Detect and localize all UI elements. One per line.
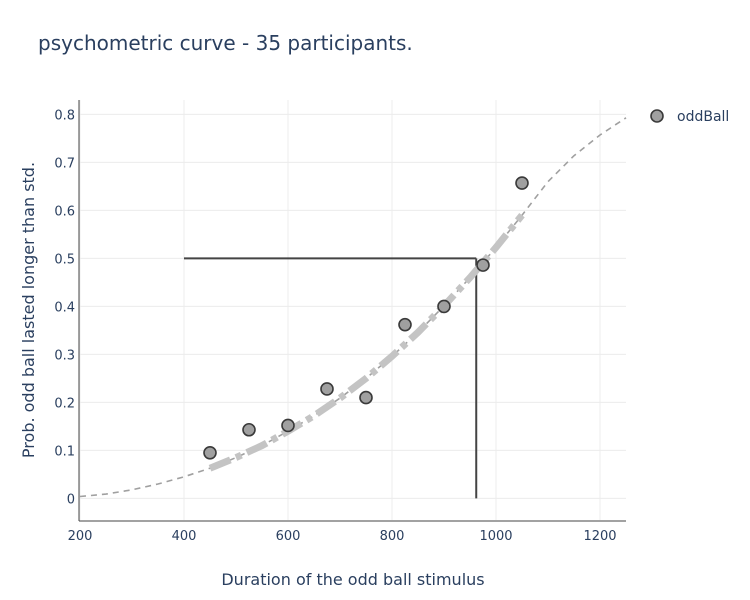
y-tick-label-2: 0.2 (54, 396, 75, 411)
x-tick-label-5: 1200 (583, 529, 616, 544)
y-tick-label-7: 0.7 (54, 156, 75, 171)
fit-curves (79, 117, 627, 498)
x-tick-label-1: 400 (172, 529, 197, 544)
y-tick-label-8: 0.8 (54, 108, 75, 123)
oddball-point-6 (437, 299, 451, 314)
x-tick-labels: 200 400 600 800 1000 1200 (68, 529, 617, 544)
oddball-point-7 (476, 258, 490, 272)
x-tick-label-4: 1000 (479, 529, 512, 544)
reference-lines (184, 257, 478, 499)
fit-range-curve (208, 213, 525, 472)
data-markers (203, 176, 529, 460)
gridlines (79, 100, 626, 520)
x-tick-label-2: 600 (276, 529, 301, 544)
y-tick-label-6: 0.6 (54, 204, 75, 219)
legend-marker-oddball (650, 109, 664, 123)
fit-extended-curve (79, 117, 627, 498)
x-tick-label-0: 200 (68, 529, 93, 544)
oddball-point-4 (359, 390, 373, 405)
oddball-point-0 (203, 445, 217, 460)
y-tick-label-0: 0 (67, 492, 75, 507)
y-axis-title: Prob. odd ball lasted longer than std. (19, 162, 38, 458)
legend[interactable]: oddBall (650, 109, 729, 125)
y-tick-label-5: 0.5 (54, 252, 75, 267)
oddball-point-2 (281, 418, 295, 433)
oddball-point-5 (398, 317, 412, 332)
x-axis-title: Duration of the odd ball stimulus (221, 570, 484, 589)
y-tick-label-1: 0.1 (54, 444, 75, 459)
oddball-point-8 (515, 176, 529, 190)
y-tick-label-4: 0.4 (54, 300, 75, 315)
chart-title: psychometric curve - 35 participants. (38, 31, 413, 55)
x-tick-label-3: 800 (380, 529, 405, 544)
oddball-point-1 (242, 422, 256, 437)
legend-label-oddball: oddBall (677, 109, 729, 125)
oddball-point-3 (320, 382, 334, 396)
y-tick-labels: 0 0.1 0.2 0.3 0.4 0.5 0.6 0.7 0.8 (54, 108, 75, 507)
y-tick-label-3: 0.3 (54, 348, 75, 363)
